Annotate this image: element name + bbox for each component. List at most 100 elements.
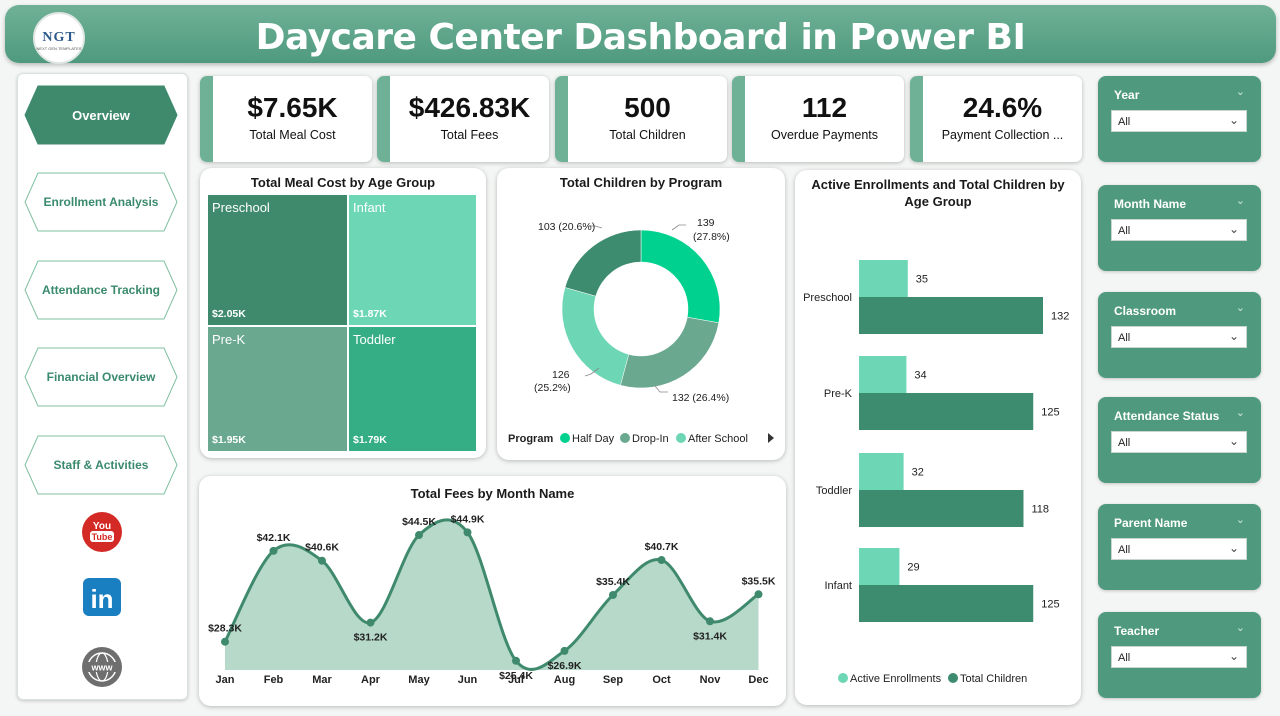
donut-slice-139[interactable] bbox=[640, 229, 721, 324]
treemap-tile-preschool[interactable]: Preschool $2.05K bbox=[208, 195, 347, 325]
kpi-value: $7.65K bbox=[247, 92, 338, 123]
nav-enrollment-analysis-button[interactable]: Enrollment Analysis bbox=[24, 172, 178, 232]
nav-financial-overview-label: Financial Overview bbox=[46, 370, 156, 384]
area-point[interactable] bbox=[366, 618, 375, 627]
area-chart[interactable]: $28.3K Jan $42.1K Feb $40.6K Mar $31.2K Apr $44.… bbox=[199, 476, 786, 706]
nav-attendance-tracking-button[interactable]: Attendance Tracking bbox=[24, 260, 178, 320]
kpi-card-overdue-payments: 112 Overdue Payments bbox=[732, 76, 904, 162]
hbar-chart[interactable]: Preschool 35 132 Pre-K 34 125 Toddler 32 118 Infa… bbox=[795, 170, 1081, 705]
area-data-label: $26.9K bbox=[548, 660, 582, 672]
hbar-bar-active-enrollments[interactable] bbox=[859, 453, 904, 490]
area-x-tick-label: Feb bbox=[264, 674, 284, 686]
linkedin-icon[interactable]: in bbox=[80, 575, 124, 619]
treemap-title: Total Meal Cost by Age Group bbox=[250, 175, 436, 190]
slicer-dropdown[interactable]: All ⌄ bbox=[1111, 326, 1247, 348]
area-point[interactable] bbox=[754, 590, 763, 599]
nav-attendance-tracking-label: Attendance Tracking bbox=[41, 283, 161, 297]
area-point[interactable] bbox=[463, 528, 472, 537]
slicer-teacher: Teacher ⌄ All ⌄ bbox=[1098, 612, 1261, 698]
chevron-down-icon: ⌄ bbox=[1228, 541, 1239, 555]
youtube-icon[interactable]: You Tube bbox=[80, 510, 124, 554]
kpi-card-total-meal-cost: $7.65K Total Meal Cost bbox=[200, 76, 372, 162]
hbar-data-label: 29 bbox=[907, 562, 919, 574]
area-data-label: $28.3K bbox=[208, 623, 242, 635]
kpi-card-total-children: 500 Total Children bbox=[555, 76, 727, 162]
chevron-down-icon[interactable]: ⌄ bbox=[1235, 514, 1245, 526]
legend-marker-drop-in bbox=[620, 433, 630, 443]
legend-label-after-school: After School bbox=[688, 433, 748, 445]
donut-label-139: 139 bbox=[697, 217, 715, 229]
area-point[interactable] bbox=[415, 531, 423, 540]
slicer-label: Classroom bbox=[1114, 304, 1177, 318]
tile-category: Pre-K bbox=[212, 332, 246, 347]
area-x-tick-label: Sep bbox=[603, 674, 623, 686]
slicer-dropdown[interactable]: All ⌄ bbox=[1111, 646, 1247, 668]
slicer-dropdown[interactable]: All ⌄ bbox=[1111, 219, 1247, 241]
nav-staff-activities-button[interactable]: Staff & Activities bbox=[24, 435, 178, 495]
kpi-card-payment-collection: 24.6% Payment Collection ... bbox=[910, 76, 1082, 162]
area-card: Total Fees by Month Name $28.3K Jan $42.1K… bbox=[199, 476, 786, 706]
donut-title: Total Children by Program bbox=[559, 175, 723, 190]
website-icon[interactable]: www bbox=[80, 645, 124, 689]
area-fill bbox=[225, 519, 759, 670]
area-data-label: $40.7K bbox=[645, 541, 679, 553]
slicer-selected-value: All bbox=[1118, 544, 1131, 556]
chevron-down-icon[interactable]: ⌄ bbox=[1235, 86, 1245, 98]
area-point[interactable] bbox=[318, 556, 326, 565]
slicer-dropdown[interactable]: All ⌄ bbox=[1111, 538, 1247, 560]
area-x-tick-label: Apr bbox=[361, 674, 381, 686]
hbar-category-label: Preschool bbox=[803, 292, 852, 304]
donut-slice-132[interactable] bbox=[620, 316, 720, 389]
chevron-down-icon: ⌄ bbox=[1228, 329, 1239, 343]
kpi-label: Total Meal Cost bbox=[249, 128, 336, 142]
hbar-bar-active-enrollments[interactable] bbox=[859, 260, 908, 297]
chevron-down-icon[interactable]: ⌄ bbox=[1235, 622, 1245, 634]
chevron-down-icon: ⌄ bbox=[1228, 113, 1239, 127]
tile-category: Preschool bbox=[212, 200, 270, 215]
area-point[interactable] bbox=[512, 656, 520, 665]
area-data-label: $42.1K bbox=[257, 532, 291, 544]
hbar-bar-total-children[interactable] bbox=[859, 585, 1034, 622]
slicer-label: Parent Name bbox=[1114, 516, 1188, 530]
treemap-tile-infant[interactable]: Infant $1.87K bbox=[349, 195, 476, 325]
navigation-panel: Overview Enrollment Analysis Attendance … bbox=[17, 73, 188, 700]
slicer-selected-value: All bbox=[1118, 116, 1131, 128]
slicer-label: Year bbox=[1114, 88, 1140, 102]
kpi-accent-bar bbox=[200, 76, 213, 162]
nav-hexagon-shape bbox=[24, 85, 178, 145]
hbar-bar-active-enrollments[interactable] bbox=[859, 356, 907, 393]
area-point[interactable] bbox=[609, 590, 617, 599]
donut-slice-103[interactable] bbox=[564, 229, 642, 297]
nav-financial-overview-button[interactable]: Financial Overview bbox=[24, 347, 178, 407]
area-point[interactable] bbox=[657, 556, 666, 565]
area-point[interactable] bbox=[706, 617, 714, 626]
hbar-bar-total-children[interactable] bbox=[859, 393, 1034, 430]
area-point[interactable] bbox=[560, 646, 569, 655]
area-data-label: $40.6K bbox=[305, 542, 339, 554]
youtube-icon-text-tube: Tube bbox=[92, 532, 113, 542]
nav-hexagon-shape bbox=[24, 172, 178, 232]
legend-title-program: Program bbox=[508, 433, 553, 445]
slicer-dropdown[interactable]: All ⌄ bbox=[1111, 110, 1247, 132]
treemap-tile-toddler[interactable]: Toddler $1.79K bbox=[349, 327, 476, 451]
area-point[interactable] bbox=[221, 637, 229, 646]
area-point[interactable] bbox=[269, 546, 278, 555]
hbar-bar-total-children[interactable] bbox=[859, 297, 1043, 334]
tile-category: Infant bbox=[353, 200, 386, 215]
hbar-data-label: 125 bbox=[1041, 407, 1059, 419]
treemap-tile-pre-k[interactable]: Pre-K $1.95K bbox=[208, 327, 347, 451]
hbar-category-label: Pre-K bbox=[824, 388, 853, 400]
chevron-down-icon[interactable]: ⌄ bbox=[1235, 195, 1245, 207]
legend-marker-active-enrollments bbox=[838, 673, 848, 683]
area-data-label: $44.9K bbox=[451, 513, 485, 525]
chevron-down-icon[interactable]: ⌄ bbox=[1235, 302, 1245, 314]
donut-chart[interactable]: 139 (27.8%) 132 (26.4%) 126 (25.2%) 103 … bbox=[497, 168, 785, 460]
hbar-bar-total-children[interactable] bbox=[859, 490, 1024, 527]
legend-scroll-arrow-icon[interactable] bbox=[768, 433, 774, 443]
nav-overview-button[interactable]: Overview bbox=[24, 85, 178, 145]
chevron-down-icon: ⌄ bbox=[1228, 222, 1239, 236]
slicer-dropdown[interactable]: All ⌄ bbox=[1111, 431, 1247, 453]
chevron-down-icon[interactable]: ⌄ bbox=[1235, 407, 1245, 419]
hbar-bar-active-enrollments[interactable] bbox=[859, 548, 900, 585]
nav-hexagon-shape bbox=[24, 260, 178, 320]
